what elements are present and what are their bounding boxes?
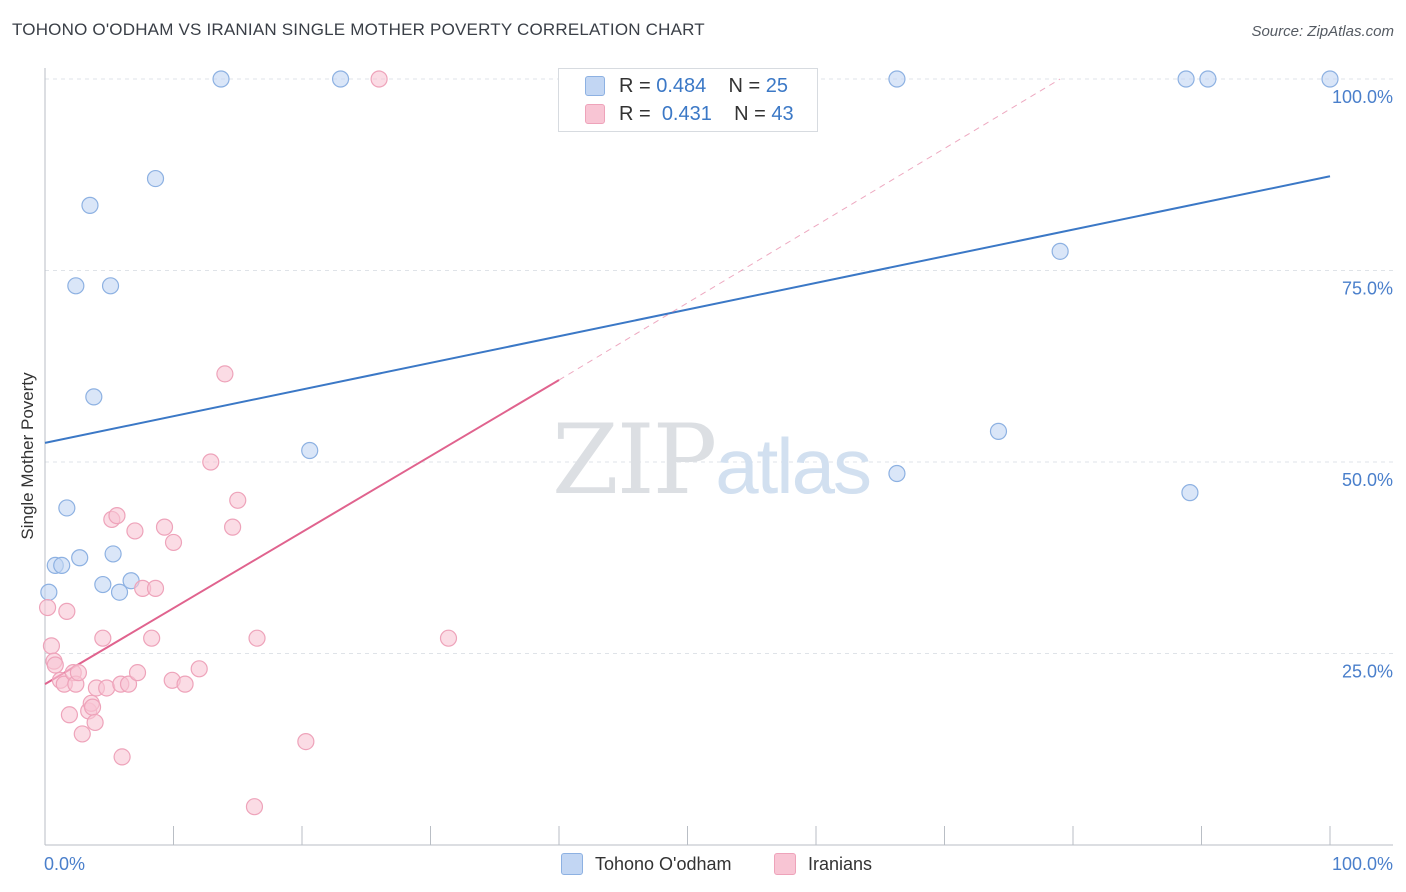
trend-line-pink bbox=[44, 379, 560, 686]
data-point-blue bbox=[1177, 70, 1195, 88]
data-point-blue bbox=[146, 169, 165, 188]
data-point-pink bbox=[143, 629, 161, 647]
data-point-pink bbox=[126, 522, 144, 540]
x-tick-label-end: 100.0% bbox=[1332, 854, 1393, 874]
source-label: Source: ZipAtlas.com bbox=[1251, 23, 1394, 40]
legend-n-label: N = bbox=[734, 102, 772, 125]
data-point-pink bbox=[297, 732, 315, 751]
legend-n-value: 43 bbox=[771, 102, 794, 125]
data-point-blue bbox=[94, 575, 112, 594]
legend-swatch-blue bbox=[561, 853, 583, 875]
legend-r-label: R = bbox=[619, 74, 657, 97]
data-point-blue bbox=[1321, 70, 1339, 88]
legend-item-tohono[interactable]: Tohono O'odham bbox=[561, 850, 732, 878]
correlation-legend: R = 0.484 N = 25 R = 0.431 N = 43 bbox=[558, 68, 818, 132]
data-point-pink bbox=[108, 507, 126, 525]
data-point-pink bbox=[370, 70, 388, 88]
y-tick-label: 75.0% bbox=[1342, 279, 1393, 299]
data-point-blue bbox=[53, 556, 71, 575]
data-point-pink bbox=[113, 748, 131, 766]
data-points bbox=[38, 70, 1339, 816]
data-point-blue bbox=[1181, 484, 1199, 502]
data-point-pink bbox=[229, 491, 247, 509]
data-point-pink bbox=[216, 365, 234, 383]
data-point-blue bbox=[110, 583, 129, 601]
data-point-pink bbox=[60, 706, 79, 724]
data-point-blue bbox=[212, 70, 230, 88]
data-point-blue bbox=[888, 70, 906, 88]
data-point-blue bbox=[1199, 70, 1217, 88]
data-point-pink bbox=[190, 660, 208, 678]
data-point-pink bbox=[128, 664, 147, 682]
y-axis-label: Single Mother Poverty bbox=[18, 372, 37, 540]
data-point-pink bbox=[58, 602, 76, 620]
data-point-blue bbox=[989, 422, 1008, 440]
data-point-pink bbox=[42, 637, 61, 655]
data-point-blue bbox=[1051, 242, 1069, 260]
legend-item-iranians[interactable]: Iranians bbox=[774, 850, 872, 878]
data-point-pink bbox=[439, 629, 458, 647]
data-point-pink bbox=[38, 598, 57, 617]
data-point-blue bbox=[81, 196, 99, 214]
trend-line-extension-pink bbox=[558, 78, 1061, 381]
y-tick-label: 100.0% bbox=[1332, 87, 1393, 107]
data-point-blue bbox=[58, 499, 76, 517]
data-point-pink bbox=[164, 533, 183, 552]
data-point-blue bbox=[85, 388, 103, 406]
trend-line-blue bbox=[44, 175, 1331, 444]
data-point-pink bbox=[155, 518, 174, 536]
data-point-blue bbox=[71, 549, 89, 567]
y-tick-label: 50.0% bbox=[1342, 470, 1393, 490]
data-point-blue bbox=[101, 277, 120, 295]
data-point-blue bbox=[40, 583, 58, 601]
data-point-pink bbox=[245, 798, 264, 816]
data-point-pink bbox=[69, 664, 88, 682]
legend-n-value: 25 bbox=[765, 74, 789, 97]
legend-r-value: 0.484 bbox=[656, 74, 707, 97]
x-tick-label-start: 0.0% bbox=[44, 854, 85, 874]
data-point-pink bbox=[176, 675, 194, 693]
y-tick-label: 25.0% bbox=[1342, 662, 1393, 682]
data-point-blue bbox=[67, 277, 85, 295]
data-point-pink bbox=[119, 675, 138, 693]
data-point-blue bbox=[888, 464, 906, 483]
legend-n-label: N = bbox=[728, 74, 766, 97]
data-point-pink bbox=[86, 713, 104, 732]
tick-labels: 25.0% 50.0% 75.0% 100.0% 0.0% 100.0% Single Mo… bbox=[18, 87, 1393, 874]
legend-r-label: R = bbox=[619, 102, 657, 125]
legend-label-iranians: Iranians bbox=[808, 853, 873, 874]
trend-lines bbox=[44, 78, 1331, 686]
legend-swatch-pink bbox=[774, 853, 796, 875]
data-point-pink bbox=[73, 725, 91, 743]
data-point-blue bbox=[104, 545, 122, 563]
legend-swatch-blue bbox=[585, 76, 605, 96]
data-point-pink bbox=[94, 629, 112, 647]
axes bbox=[44, 68, 1393, 846]
data-point-pink bbox=[224, 518, 242, 536]
data-point-blue bbox=[331, 70, 350, 88]
data-point-pink bbox=[202, 453, 220, 471]
data-point-pink bbox=[83, 698, 102, 716]
legend-r-value: 0.431 bbox=[661, 102, 712, 125]
data-point-pink bbox=[146, 579, 165, 597]
data-point-pink bbox=[46, 656, 64, 674]
chart-title: TOHONO O'ODHAM VS IRANIAN SINGLE MOTHER … bbox=[12, 20, 705, 39]
data-point-blue bbox=[301, 441, 319, 460]
legend-label-tohono: Tohono O'odham bbox=[595, 853, 732, 874]
gridlines bbox=[45, 78, 1393, 654]
legend-swatch-pink bbox=[585, 104, 605, 124]
watermark: ZIPatlas bbox=[552, 404, 872, 516]
data-point-pink bbox=[248, 629, 266, 647]
data-point-pink bbox=[98, 679, 116, 697]
